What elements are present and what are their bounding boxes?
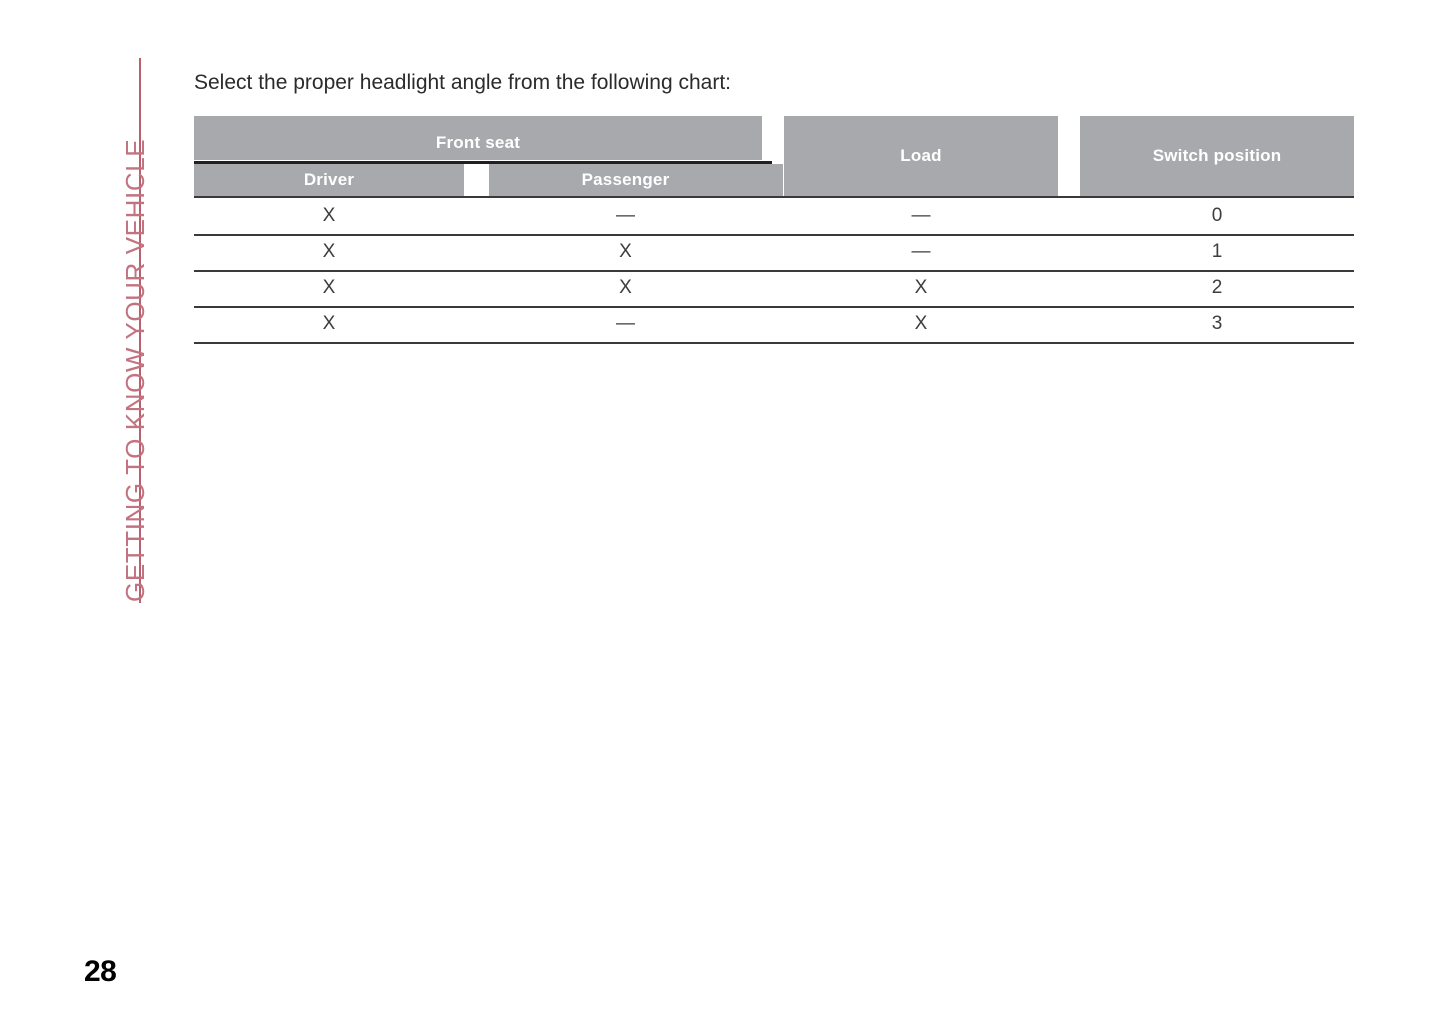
- cell-driver: X: [322, 277, 336, 298]
- cell-driver: X: [322, 313, 336, 334]
- cell-passenger: —: [616, 313, 635, 334]
- cell-load: —: [911, 205, 931, 226]
- cell-load: —: [911, 241, 931, 262]
- table-row: X X X 2: [194, 270, 1354, 306]
- cell-load: X: [914, 313, 928, 334]
- table-header-load: Load: [784, 116, 1058, 196]
- front-seat-underline: [194, 161, 772, 164]
- cell-passenger: X: [619, 277, 632, 298]
- table-rule: [194, 196, 1354, 198]
- cell-switch-position: 3: [1211, 313, 1223, 334]
- cell-switch-position: 1: [1211, 241, 1223, 262]
- cell-load: X: [914, 277, 928, 298]
- table-rule: [194, 342, 1354, 344]
- intro-paragraph: Select the proper headlight angle from t…: [194, 71, 731, 94]
- table-header-spacer: [762, 164, 783, 196]
- cell-driver: X: [322, 241, 336, 262]
- table-row: X X — 1: [194, 234, 1354, 270]
- cell-passenger: X: [619, 241, 632, 262]
- cell-driver: X: [322, 205, 336, 226]
- side-tab-rule: [139, 58, 141, 603]
- side-tab-label: GETTING TO KNOW YOUR VEHICLE: [120, 138, 150, 602]
- headlight-angle-table: Front seat Driver Passenger Load Switch …: [194, 116, 1354, 348]
- table-row: X — — 0: [194, 198, 1354, 234]
- table-header-driver: Driver: [194, 164, 464, 196]
- table-header-switch-position: Switch position: [1080, 116, 1354, 196]
- table-rule: [194, 234, 1354, 236]
- cell-switch-position: 2: [1211, 277, 1223, 298]
- page-number: 28: [84, 955, 117, 988]
- cell-switch-position: 0: [1211, 205, 1223, 226]
- table-rule: [194, 270, 1354, 272]
- table-rule: [194, 306, 1354, 308]
- table-row: X — X 3: [194, 306, 1354, 342]
- cell-passenger: —: [616, 205, 635, 226]
- table-header-passenger: Passenger: [489, 164, 762, 196]
- table-header-group-front-seat: Front seat: [194, 116, 762, 160]
